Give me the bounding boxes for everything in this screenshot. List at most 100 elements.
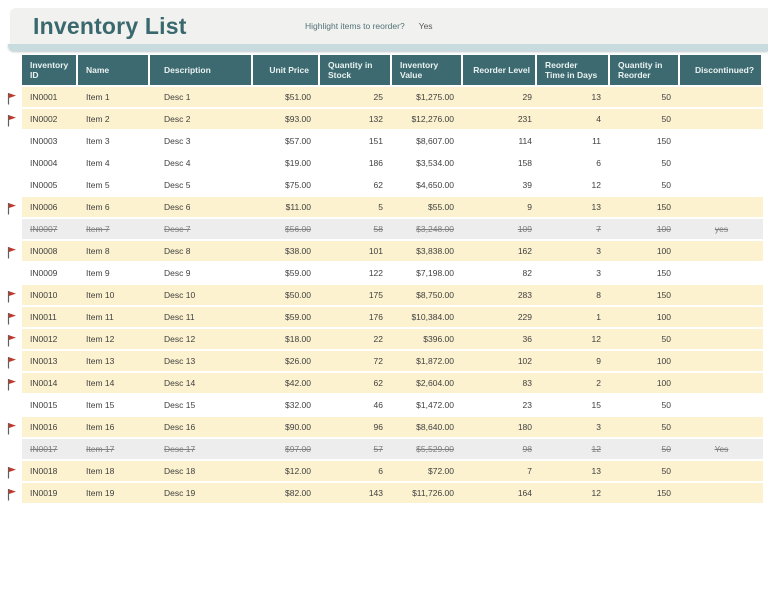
cell-reorder[interactable]: 150 <box>656 488 671 498</box>
cell-reorder[interactable]: 100 <box>656 246 671 256</box>
cell-value[interactable]: $3,838.00 <box>416 246 454 256</box>
cell-qty[interactable]: 186 <box>368 158 383 168</box>
column-header-id[interactable]: Inventory ID <box>22 55 76 85</box>
cell-price[interactable]: $56.00 <box>285 224 311 234</box>
cell-name[interactable]: Item 7 <box>86 224 110 234</box>
cell-time[interactable]: 3 <box>596 422 601 432</box>
cell-value[interactable]: $3,248.00 <box>416 224 454 234</box>
column-header-level[interactable]: Reorder Level <box>463 55 535 85</box>
cell-price[interactable]: $11.00 <box>285 202 311 212</box>
cell-name[interactable]: Item 6 <box>86 202 110 212</box>
cell-qty[interactable]: 57 <box>373 444 383 454</box>
cell-disc[interactable] <box>680 285 763 305</box>
cell-disc[interactable] <box>680 197 763 217</box>
cell-qty[interactable]: 151 <box>368 136 383 146</box>
cell-qty[interactable]: 62 <box>373 180 383 190</box>
cell-price[interactable]: $93.00 <box>285 114 311 124</box>
cell-name[interactable]: Item 1 <box>86 92 110 102</box>
cell-disc[interactable] <box>680 131 763 151</box>
cell-level[interactable]: 29 <box>522 92 532 102</box>
cell-id[interactable]: IN0008 <box>30 246 58 256</box>
cell-id[interactable]: IN0019 <box>30 488 58 498</box>
cell-id[interactable]: IN0015 <box>30 400 58 410</box>
cell-price[interactable]: $59.00 <box>285 268 311 278</box>
cell-name[interactable]: Item 14 <box>86 378 115 388</box>
cell-name[interactable]: Item 9 <box>86 268 110 278</box>
cell-desc[interactable]: Desc 10 <box>164 290 196 300</box>
cell-id[interactable]: IN0005 <box>30 180 58 190</box>
cell-level[interactable]: 231 <box>517 114 532 124</box>
cell-price[interactable]: $90.00 <box>285 422 311 432</box>
cell-disc[interactable] <box>680 153 763 173</box>
column-header-disc[interactable]: Discontinued? <box>680 55 761 85</box>
cell-value[interactable]: $1,472.00 <box>416 400 454 410</box>
cell-time[interactable]: 13 <box>591 466 601 476</box>
cell-name[interactable]: Item 17 <box>86 444 115 454</box>
cell-id[interactable]: IN0002 <box>30 114 58 124</box>
cell-qty[interactable]: 176 <box>368 312 383 322</box>
cell-id[interactable]: IN0016 <box>30 422 58 432</box>
cell-price[interactable]: $26.00 <box>285 356 311 366</box>
cell-level[interactable]: 109 <box>517 224 532 234</box>
cell-desc[interactable]: Desc 8 <box>164 246 191 256</box>
cell-qty[interactable]: 132 <box>368 114 383 124</box>
column-header-time[interactable]: Reorder Time in Days <box>537 55 608 85</box>
cell-price[interactable]: $18.00 <box>285 334 311 344</box>
cell-value[interactable]: $12,276.00 <box>411 114 454 124</box>
cell-disc[interactable]: yes <box>714 224 729 234</box>
cell-desc[interactable]: Desc 2 <box>164 114 191 124</box>
cell-desc[interactable]: Desc 15 <box>164 400 196 410</box>
cell-price[interactable]: $42.00 <box>285 378 311 388</box>
cell-level[interactable]: 102 <box>517 356 532 366</box>
cell-level[interactable]: 164 <box>517 488 532 498</box>
column-header-name[interactable]: Name <box>78 55 148 85</box>
cell-desc[interactable]: Desc 12 <box>164 334 196 344</box>
cell-level[interactable]: 39 <box>522 180 532 190</box>
cell-name[interactable]: Item 15 <box>86 400 115 410</box>
cell-desc[interactable]: Desc 7 <box>164 224 191 234</box>
cell-time[interactable]: 7 <box>596 224 601 234</box>
cell-name[interactable]: Item 10 <box>86 290 115 300</box>
cell-reorder[interactable]: 50 <box>661 180 671 190</box>
cell-price[interactable]: $19.00 <box>285 158 311 168</box>
cell-price[interactable]: $50.00 <box>285 290 311 300</box>
cell-disc[interactable] <box>680 417 763 437</box>
cell-time[interactable]: 3 <box>596 268 601 278</box>
cell-desc[interactable]: Desc 16 <box>164 422 196 432</box>
cell-id[interactable]: IN0012 <box>30 334 58 344</box>
cell-reorder[interactable]: 150 <box>656 136 671 146</box>
cell-reorder[interactable]: 150 <box>656 268 671 278</box>
cell-reorder[interactable]: 50 <box>661 158 671 168</box>
cell-level[interactable]: 83 <box>522 378 532 388</box>
cell-id[interactable]: IN0013 <box>30 356 58 366</box>
cell-id[interactable]: IN0007 <box>30 224 58 234</box>
cell-level[interactable]: 162 <box>517 246 532 256</box>
cell-reorder[interactable]: 100 <box>656 312 671 322</box>
cell-id[interactable]: IN0004 <box>30 158 58 168</box>
cell-time[interactable]: 2 <box>596 378 601 388</box>
cell-disc[interactable] <box>680 395 763 415</box>
column-header-price[interactable]: Unit Price <box>253 55 318 85</box>
cell-reorder[interactable]: 150 <box>656 202 671 212</box>
cell-qty[interactable]: 46 <box>373 400 383 410</box>
cell-desc[interactable]: Desc 6 <box>164 202 191 212</box>
cell-qty[interactable]: 72 <box>373 356 383 366</box>
cell-qty[interactable]: 101 <box>368 246 383 256</box>
cell-qty[interactable]: 25 <box>373 92 383 102</box>
cell-reorder[interactable]: 50 <box>661 334 671 344</box>
highlight-answer-dropdown[interactable]: Yes <box>418 21 433 31</box>
cell-qty[interactable]: 175 <box>368 290 383 300</box>
cell-name[interactable]: Item 19 <box>86 488 115 498</box>
cell-time[interactable]: 13 <box>591 202 601 212</box>
cell-reorder[interactable]: 100 <box>656 224 671 234</box>
cell-id[interactable]: IN0011 <box>30 312 57 322</box>
cell-level[interactable]: 82 <box>522 268 532 278</box>
cell-name[interactable]: Item 18 <box>86 466 115 476</box>
cell-value[interactable]: $5,529.00 <box>416 444 454 454</box>
cell-value[interactable]: $11,726.00 <box>412 488 454 498</box>
cell-name[interactable]: Item 5 <box>86 180 110 190</box>
cell-time[interactable]: 12 <box>591 444 601 454</box>
cell-desc[interactable]: Desc 19 <box>164 488 196 498</box>
column-header-reorder[interactable]: Quantity in Reorder <box>610 55 678 85</box>
cell-value[interactable]: $10,384.00 <box>411 312 454 322</box>
